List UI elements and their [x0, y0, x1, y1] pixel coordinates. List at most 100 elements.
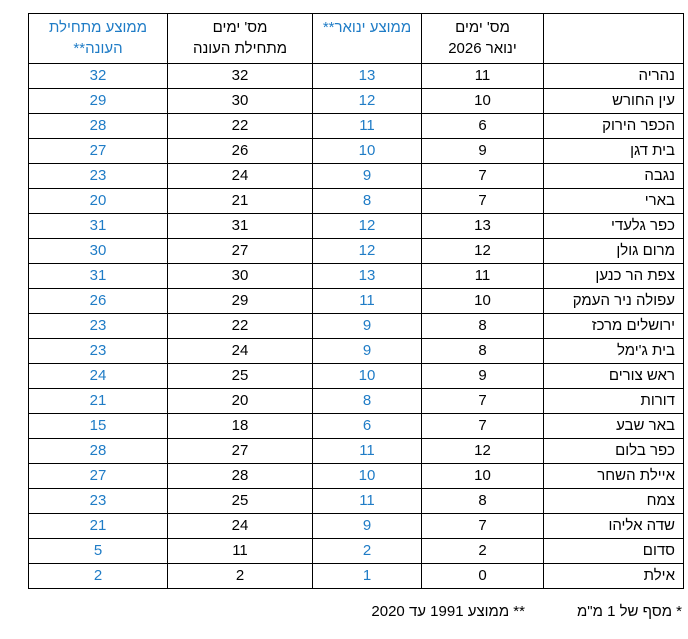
days-jan-cell: 12	[421, 238, 544, 264]
table-row: איילת השחר 10 10 28 27	[28, 463, 684, 489]
avg-season-cell: 21	[28, 513, 168, 539]
days-jan-cell: 7	[421, 413, 544, 439]
days-season-cell: 25	[167, 488, 313, 514]
avg-jan-cell: 13	[312, 63, 422, 89]
table-row: צמח 8 11 25 23	[28, 488, 684, 514]
city-cell: צפת הר כנען	[543, 263, 684, 289]
days-jan-cell: 8	[421, 488, 544, 514]
table-row: שדה אליהו 7 9 24 21	[28, 513, 684, 539]
city-cell: צמח	[543, 488, 684, 514]
header-row: מס' ימים ינואר 2026 ממוצע ינואר** מס' ימ…	[28, 13, 684, 64]
city-cell: דורות	[543, 388, 684, 414]
days-season-cell: 2	[167, 563, 313, 589]
avg-season-cell: 30	[28, 238, 168, 264]
avg-jan-cell: 2	[312, 538, 422, 564]
table-row: כפר בלום 12 11 27 28	[28, 438, 684, 464]
avg-season-cell: 21	[28, 388, 168, 414]
days-season-cell: 27	[167, 438, 313, 464]
col-header-city	[543, 13, 684, 64]
days-season-cell: 20	[167, 388, 313, 414]
table-body: נהריה 11 13 32 32 עין החורש 10 12 30 29 הכפר הירוק…	[28, 63, 684, 589]
avg-season-cell: 26	[28, 288, 168, 314]
days-season-cell: 24	[167, 513, 313, 539]
city-cell: הכפר הירוק	[543, 113, 684, 139]
days-jan-cell: 9	[421, 363, 544, 389]
col-header-days-season: מס' ימים מתחילת העונה	[167, 13, 313, 64]
avg-jan-cell: 11	[312, 288, 422, 314]
days-jan-cell: 7	[421, 513, 544, 539]
days-season-cell: 30	[167, 88, 313, 114]
days-jan-cell: 2	[421, 538, 544, 564]
avg-season-cell: 24	[28, 363, 168, 389]
city-cell: נהריה	[543, 63, 684, 89]
city-cell: מרום גולן	[543, 238, 684, 264]
col-header-avg-season: ממוצע מתחילת העונה**	[28, 13, 168, 64]
avg-jan-cell: 8	[312, 188, 422, 214]
city-cell: אילת	[543, 563, 684, 589]
days-season-cell: 27	[167, 238, 313, 264]
table-row: סדום 2 2 11 5	[28, 538, 684, 564]
footnotes: * מסף של 1 מ"מ ** ממוצע 1991 עד 2020	[371, 602, 682, 622]
col-header-days-season-line2: מתחילת העונה	[192, 40, 288, 57]
avg-jan-cell: 1	[312, 563, 422, 589]
days-season-cell: 29	[167, 288, 313, 314]
city-cell: סדום	[543, 538, 684, 564]
table-row: ירושלים מרכז 8 9 22 23	[28, 313, 684, 339]
col-header-days-season-line1: מס' ימים	[212, 19, 268, 36]
avg-season-cell: 23	[28, 488, 168, 514]
avg-jan-cell: 10	[312, 463, 422, 489]
avg-season-cell: 20	[28, 188, 168, 214]
avg-season-cell: 31	[28, 263, 168, 289]
table-row: באר שבע 7 6 18 15	[28, 413, 684, 439]
city-cell: איילת השחר	[543, 463, 684, 489]
days-jan-cell: 12	[421, 438, 544, 464]
avg-jan-cell: 9	[312, 313, 422, 339]
table-row: הכפר הירוק 6 11 22 28	[28, 113, 684, 139]
avg-jan-cell: 10	[312, 363, 422, 389]
avg-jan-cell: 9	[312, 163, 422, 189]
days-jan-cell: 6	[421, 113, 544, 139]
table-row: כפר גלעדי 13 12 31 31	[28, 213, 684, 239]
col-header-avg-season-line2: העונה**	[73, 40, 123, 57]
days-jan-cell: 7	[421, 388, 544, 414]
city-cell: עין החורש	[543, 88, 684, 114]
avg-season-cell: 31	[28, 213, 168, 239]
table-row: בית דגן 9 10 26 27	[28, 138, 684, 164]
avg-jan-cell: 12	[312, 213, 422, 239]
avg-jan-cell: 11	[312, 113, 422, 139]
rain-days-table: מס' ימים ינואר 2026 ממוצע ינואר** מס' ימ…	[28, 13, 684, 589]
days-jan-cell: 7	[421, 188, 544, 214]
avg-season-cell: 23	[28, 163, 168, 189]
days-jan-cell: 0	[421, 563, 544, 589]
table-row: אילת 0 1 2 2	[28, 563, 684, 589]
col-header-days-jan-line1: מס' ימים	[455, 19, 510, 36]
days-jan-cell: 10	[421, 288, 544, 314]
col-header-avg-season-line1: ממוצע מתחילת	[48, 19, 148, 36]
avg-jan-cell: 6	[312, 413, 422, 439]
col-header-avg-jan: ממוצע ינואר**	[312, 13, 422, 64]
days-jan-cell: 11	[421, 63, 544, 89]
col-header-days-jan: מס' ימים ינואר 2026	[421, 13, 544, 64]
avg-season-cell: 32	[28, 63, 168, 89]
days-jan-cell: 8	[421, 313, 544, 339]
days-jan-cell: 10	[421, 463, 544, 489]
city-cell: ירושלים מרכז	[543, 313, 684, 339]
table-row: צפת הר כנען 11 13 30 31	[28, 263, 684, 289]
avg-season-cell: 23	[28, 313, 168, 339]
table-row: עין החורש 10 12 30 29	[28, 88, 684, 114]
col-header-avg-jan-line1: ממוצע ינואר**	[322, 19, 412, 36]
days-jan-cell: 11	[421, 263, 544, 289]
city-cell: בית ג'ימל	[543, 338, 684, 364]
footnote-threshold: * מסף של 1 מ"מ	[576, 603, 682, 620]
avg-jan-cell: 9	[312, 338, 422, 364]
avg-jan-cell: 13	[312, 263, 422, 289]
table-row: ראש צורים 9 10 25 24	[28, 363, 684, 389]
avg-jan-cell: 11	[312, 438, 422, 464]
avg-season-cell: 2	[28, 563, 168, 589]
city-cell: בארי	[543, 188, 684, 214]
avg-jan-cell: 9	[312, 513, 422, 539]
avg-season-cell: 28	[28, 113, 168, 139]
table-row: מרום גולן 12 12 27 30	[28, 238, 684, 264]
table-row: נהריה 11 13 32 32	[28, 63, 684, 89]
